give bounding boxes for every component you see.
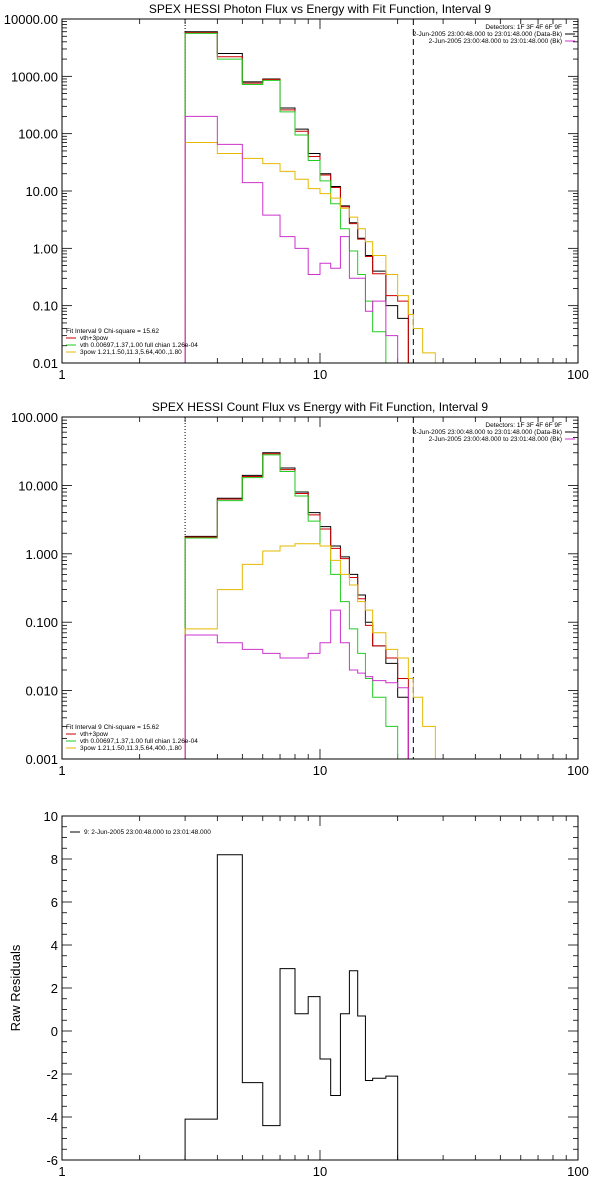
chart1-series-4-line <box>184 142 444 363</box>
chart1-header-line: 2-Jun-2005 23:00:48.000 to 23:01:48.000 … <box>413 31 562 38</box>
chart2-series-3-line <box>184 454 409 759</box>
chart3-x-tick-label: 1 <box>58 1164 65 1179</box>
chart1-legend-header: Fit Interval 9 Chi-square = 15.62 <box>66 328 159 335</box>
chart2-y-tick-label: 10.000 <box>18 478 58 493</box>
chart1-legend-label: vth+3pow <box>80 335 108 342</box>
chart2-legend-label: 3pow 1.21,1.50,11.3,5.64,400.,1.80 <box>80 745 182 752</box>
chart1-x-tick-label: 1 <box>58 367 65 382</box>
chart1-y-tick-label: 1.00 <box>33 241 58 256</box>
chart1-x-tick-label: 10 <box>313 367 327 382</box>
chart2-header-line: 2-Jun-2005 23:00:48.000 to 23:01:48.000 … <box>429 436 562 443</box>
chart3-y-tick-label: -4 <box>46 1110 58 1125</box>
chart3-group: Raw Residuals 1 10 100 10 8 6 4 2 0 -2 -4 -6 9: 2-Jun… <box>8 809 589 1179</box>
chart1-plot-frame <box>61 18 579 364</box>
chart1-series-5-line <box>184 115 409 363</box>
chart2-y-tick-label: 0.010 <box>25 684 58 699</box>
chart1-legend-label: 3pow 1.21,1.50,11.3,5.64,400.,1.80 <box>80 349 182 356</box>
chart3-y-axis-label: Raw Residuals <box>8 944 23 1031</box>
chart2-x-tick-label: 1 <box>58 763 65 778</box>
chart2-plot-frame <box>61 416 579 760</box>
chart2-series-2-line <box>184 453 409 759</box>
chart1-header-line: Detectors: 1F 3F 4F 6F 9F <box>485 24 562 31</box>
chart1-y-tick-label: 0.10 <box>33 299 58 314</box>
chart3-y-tick-label: 0 <box>51 1024 58 1039</box>
chart2-header-line: Detectors: 1F 3F 4F 6F 9F <box>485 422 562 429</box>
chart1-y-tick-label: 0.01 <box>33 356 58 371</box>
chart1-group: SPEX HESSI Photon Flux vs Energy with Fi… <box>4 2 589 382</box>
chart2-group: SPEX HESSI Count Flux vs Energy with Fit… <box>11 400 589 778</box>
chart1-x-tick-label: 100 <box>567 367 589 382</box>
chart1-series-3-line <box>184 32 399 363</box>
chart2-y-tick-label: 100.000 <box>11 410 58 425</box>
chart1-legend-label: vth 0.00697,1.37,1.00 full chian 1.26e-0… <box>80 342 198 349</box>
chart1-y-tick-label: 100.00 <box>18 127 58 142</box>
chart1-title: SPEX HESSI Photon Flux vs Energy with Fi… <box>149 2 491 16</box>
chart1-series-2-line <box>184 32 409 363</box>
chart2-x-tick-label: 100 <box>567 763 589 778</box>
chart1-y-tick-label: 1000.00 <box>11 69 58 84</box>
chart2-title: SPEX HESSI Count Flux vs Energy with Fit… <box>152 400 488 414</box>
chart2-legend-label: vth+3pow <box>80 731 108 738</box>
chart3-y-tick-label: 4 <box>51 938 58 953</box>
chart3-y-tick-label: 10 <box>44 809 58 824</box>
chart2-x-tick-label: 10 <box>313 763 327 778</box>
chart2-series-4-line <box>184 543 444 759</box>
chart1-y-tick-label: 10.00 <box>25 184 58 199</box>
chart3-y-tick-label: 8 <box>51 852 58 867</box>
chart3-y-tick-label: -6 <box>46 1153 58 1168</box>
chart2-y-tick-label: 0.100 <box>25 615 58 630</box>
chart1-y-tick-label: 10000.00 <box>4 12 58 27</box>
chart3-y-tick-label: 6 <box>51 895 58 910</box>
chart3-y-tick-label: 2 <box>51 981 58 996</box>
chart2-y-tick-label: 0.001 <box>25 752 58 767</box>
chart1-header-line: 2-Jun-2005 23:00:48.000 to 23:01:48.000 … <box>429 38 562 45</box>
chart2-y-tick-label: 1.000 <box>25 547 58 562</box>
chart1-series-1-line <box>184 31 409 363</box>
chart2-header-line: 2-Jun-2005 23:00:48.000 to 23:01:48.000 … <box>413 429 562 436</box>
chart3-y-tick-label: -2 <box>46 1067 58 1082</box>
chart2-legend-header: Fit Interval 9 Chi-square = 15.62 <box>66 724 159 731</box>
chart3-x-tick-label: 10 <box>313 1164 327 1179</box>
chart2-legend-label: vth 0.00697,1.37,1.00 full chian 1.26e-0… <box>80 738 198 745</box>
chart3-x-tick-label: 100 <box>567 1164 589 1179</box>
chart3-series-1-line <box>184 854 399 1160</box>
chart2-series-5-line <box>184 609 409 759</box>
chart3-legend-label: 9: 2-Jun-2005 23:00:48.000 to 23:01:48.0… <box>84 829 211 836</box>
chart3-plot-frame <box>61 815 579 1161</box>
